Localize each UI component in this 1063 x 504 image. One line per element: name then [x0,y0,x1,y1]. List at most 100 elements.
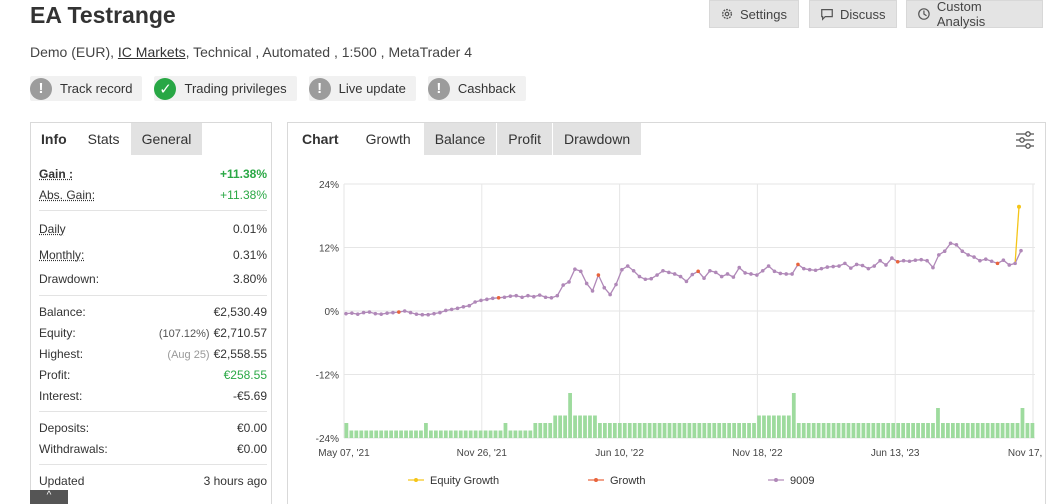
y-tick-label: 12% [319,244,339,255]
activity-bar [955,423,960,438]
data-point [1019,248,1023,253]
data-point [661,268,665,273]
abs-gain-row: Abs. Gain: +11.38% [39,184,267,205]
activity-bar [697,423,702,438]
chart-panel: Chart Growth Balance Profit Drawdown 24%… [287,122,1046,504]
tab-balance[interactable]: Balance [423,123,498,155]
activity-bar [429,430,433,438]
activity-bar [747,423,751,438]
tab-general[interactable]: General [130,123,204,155]
data-point [872,264,877,268]
legend-marker [774,478,778,482]
scroll-to-top-button[interactable]: ^ [30,490,68,504]
activity-bar [965,423,970,438]
tab-profit[interactable]: Profit [497,123,553,155]
data-point [737,265,742,270]
data-point [937,253,941,257]
data-point [649,276,654,281]
data-point [602,285,607,290]
stats-panel: Info Stats General Gain : +11.38% Abs. Ga… [30,122,272,504]
data-point [772,269,777,274]
data-point [537,293,542,297]
interest-row: Interest: -€5.69 [39,385,267,406]
data-point [350,311,354,315]
settings-button[interactable]: Settings [709,0,799,28]
gain-label[interactable]: Gain : [39,166,74,181]
account-type: Demo (EUR), [30,44,115,60]
data-point [485,297,489,302]
tab-growth[interactable]: Growth [353,123,424,155]
warning-icon: ! [30,77,52,100]
y-tick-label: 24% [319,180,339,191]
data-point [755,273,759,277]
custom-analysis-button[interactable]: Custom Analysis [906,0,1043,29]
gear-icon [721,8,733,20]
data-point [989,259,994,264]
daily-row: Daily 0.01% [39,216,267,242]
data-point [367,310,372,314]
data-point [743,271,747,275]
activity-bar [702,423,707,438]
abs-gain-label[interactable]: Abs. Gain: [39,187,96,202]
data-point [960,249,965,254]
activity-bar [568,393,572,438]
abs-gain-value: +11.38% [220,187,267,202]
activity-bar [821,423,826,438]
activity-bar [438,430,443,438]
activity-bar [742,423,746,438]
broker-link[interactable]: IC Markets [117,44,186,60]
tab-info[interactable]: Info [31,123,78,155]
tab-drawdown[interactable]: Drawdown [552,123,643,155]
highest-note: (Aug 25) [167,348,210,361]
activity-bar [384,430,389,438]
activity-bar [443,430,448,438]
activity-bar [374,430,379,438]
activity-bar [513,430,518,438]
discuss-button[interactable]: Discuss [809,0,897,28]
x-tick-label: Jun 10, '22 [595,448,644,459]
data-point [696,269,700,274]
data-point [819,266,824,271]
data-point [461,304,466,309]
warning-icon: ! [427,77,450,100]
data-point [479,298,483,303]
equity-note: (107.12%) [158,327,210,340]
data-point [995,261,1000,266]
monthly-value: 0.31% [232,248,267,262]
activity-bar [960,423,965,438]
data-point [790,272,794,276]
tab-stats[interactable]: Stats [77,123,131,155]
balance-row: Balance: €2,530.49 [39,301,267,322]
activity-bar [448,430,453,438]
data-point [449,307,454,312]
data-point [866,266,871,271]
badge-label: Track record [60,81,133,96]
activity-bar [533,423,538,438]
profit-label: Profit: [39,367,71,382]
data-point [391,310,395,315]
data-point [614,282,618,287]
chat-icon [821,9,833,21]
data-point [549,295,554,300]
equity-label: Equity: [39,325,76,340]
badge-live-update[interactable]: ! Live update [308,76,416,101]
badge-cashback[interactable]: ! Cashback [427,76,526,101]
activity-bar [563,415,568,438]
activity-bar [1000,423,1005,438]
data-point [438,310,442,315]
gain-value: +11.38% [219,166,267,181]
badge-trading-privileges[interactable]: ✓ Trading privileges [154,76,297,101]
withdrawals-value: €0.00 [236,441,267,456]
chart-filter-icon[interactable] [1015,130,1035,150]
activity-bar [419,430,423,438]
badge-track-record[interactable]: ! Track record [30,76,143,101]
equity-value: €2,710.57 [213,325,267,340]
data-point [467,303,472,308]
activity-bar [826,423,831,438]
data-point [620,267,624,272]
data-point [1013,261,1017,266]
data-point [608,292,612,297]
data-point [807,267,812,272]
monthly-label[interactable]: Monthly: [39,248,85,262]
daily-label[interactable]: Daily [39,222,66,236]
